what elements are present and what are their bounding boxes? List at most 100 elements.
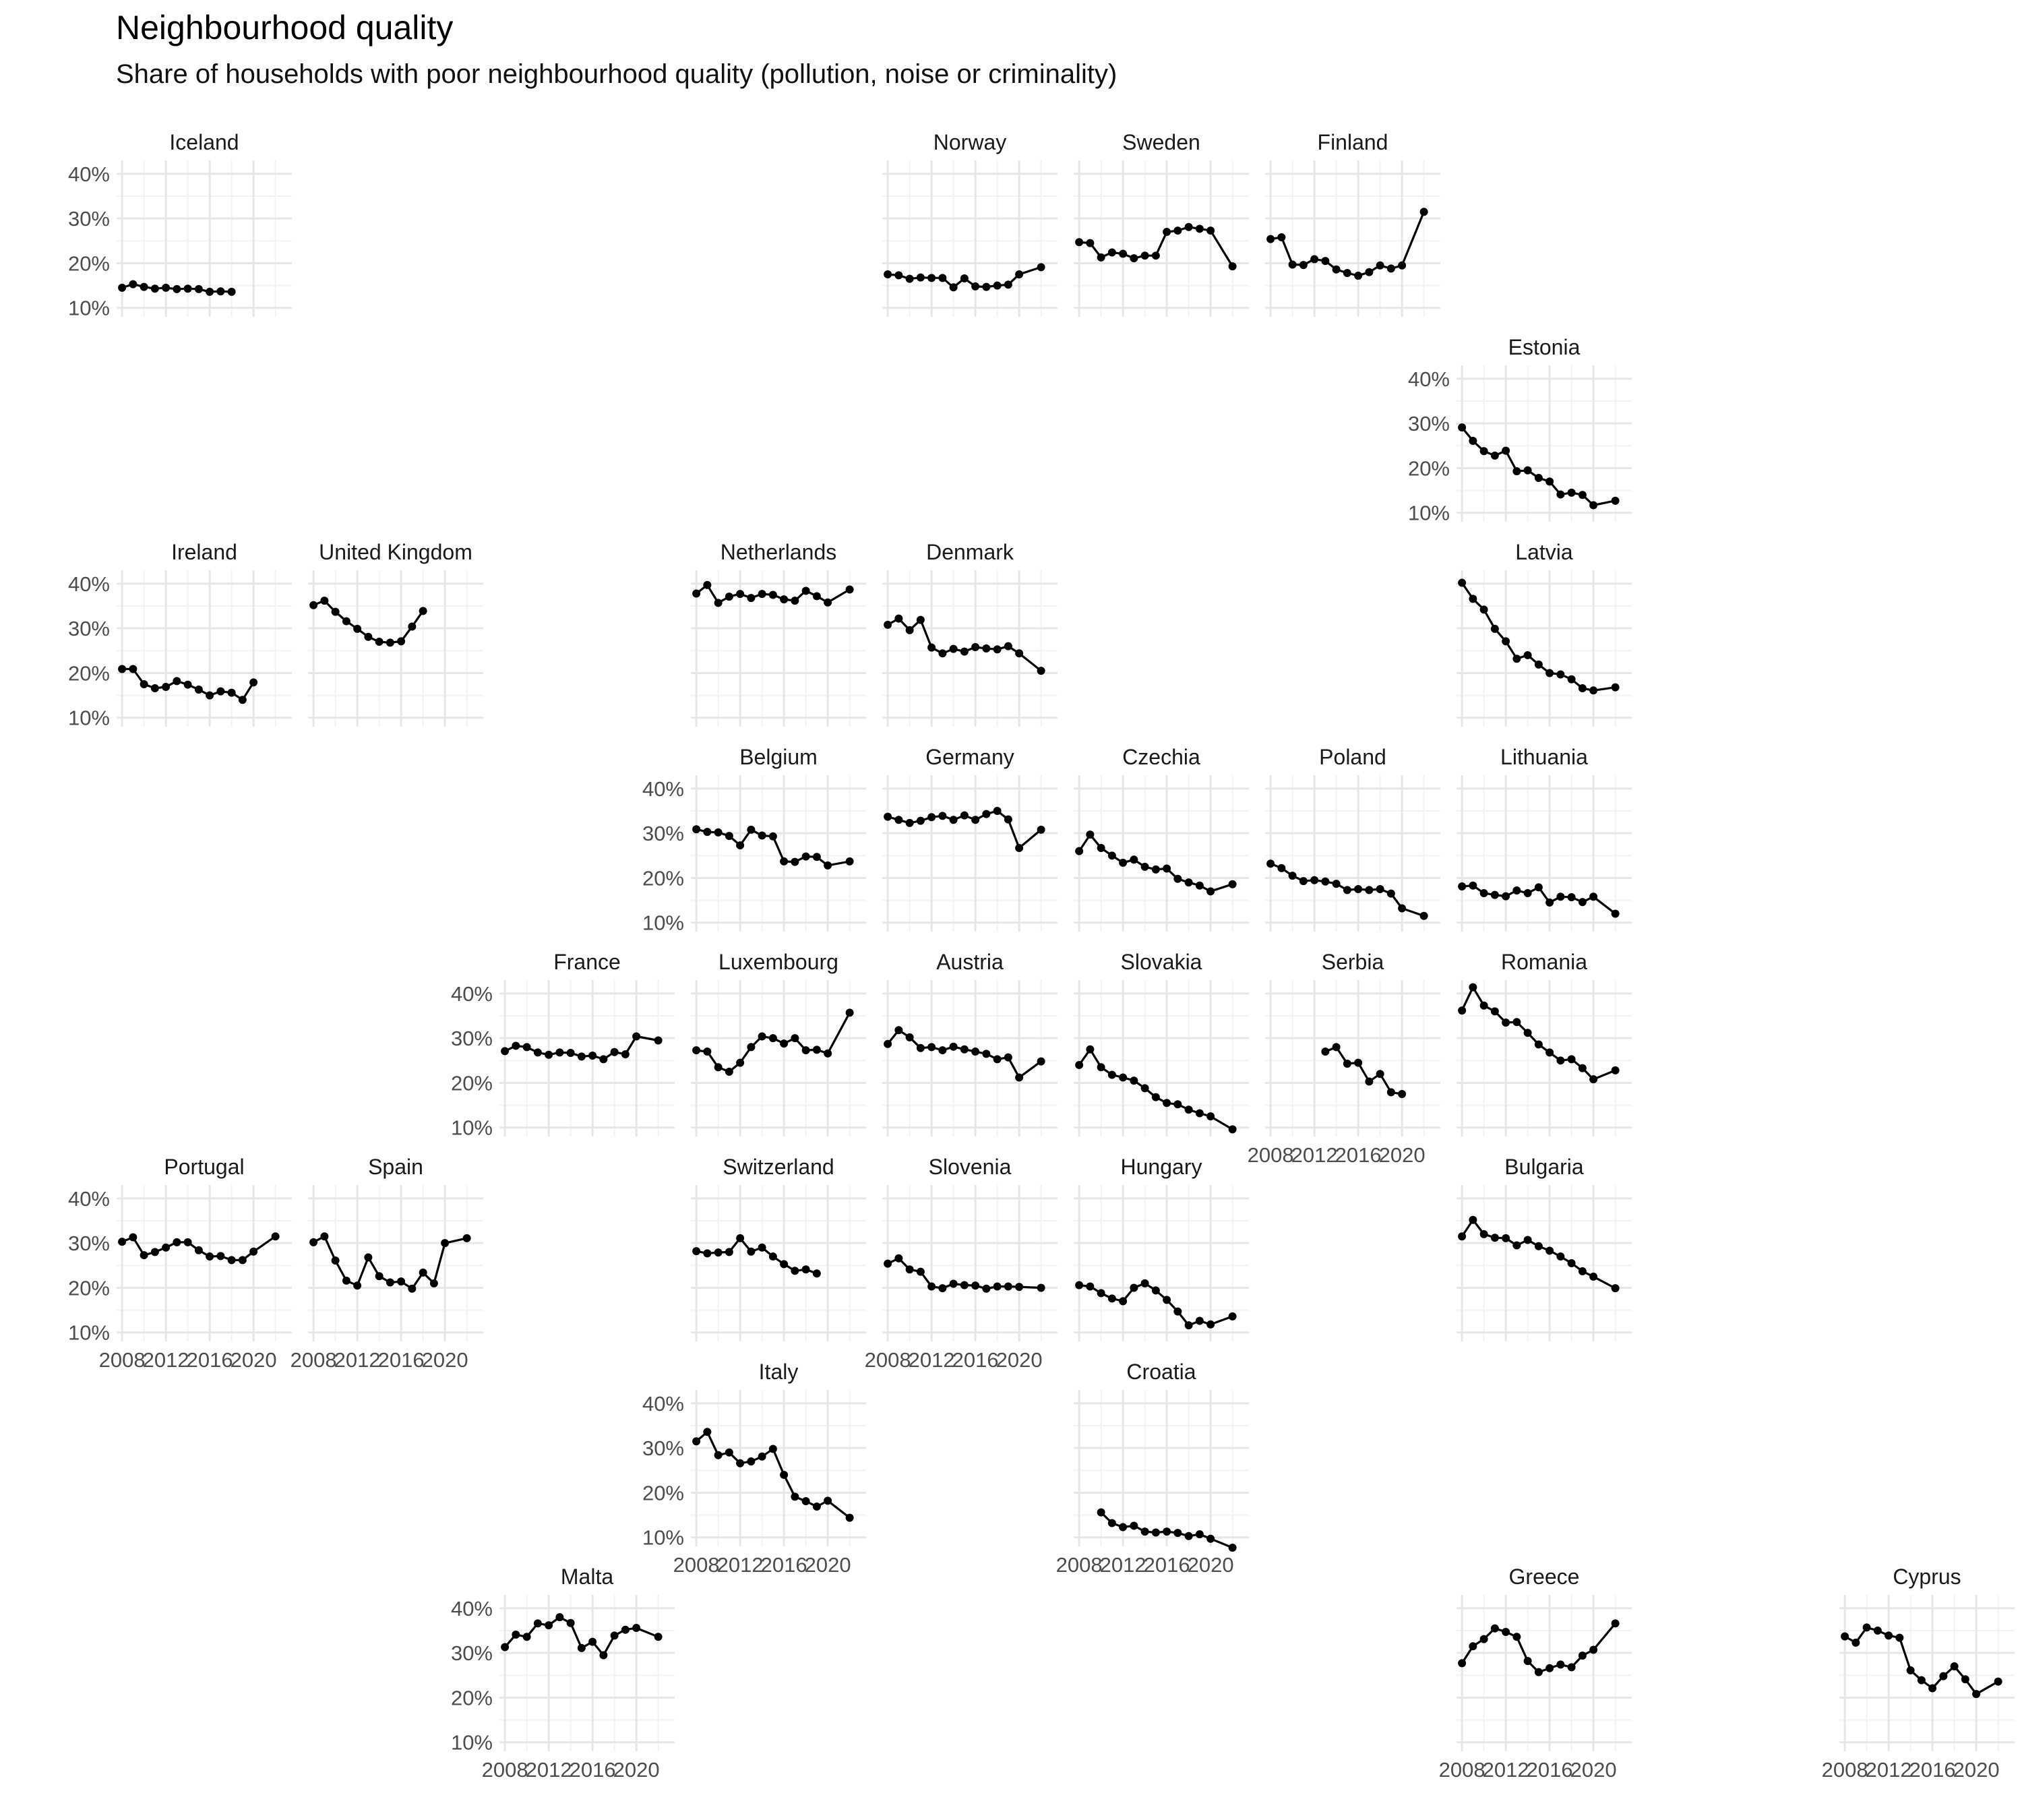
data-point: [1151, 865, 1160, 874]
data-point: [1163, 1527, 1171, 1536]
data-point: [353, 624, 362, 633]
data-point: [1556, 490, 1565, 499]
data-point: [1277, 863, 1286, 872]
data-point: [1173, 1100, 1182, 1109]
y-tick-label: 30%: [642, 1436, 684, 1460]
data-point: [1928, 1684, 1937, 1693]
data-point: [1578, 491, 1587, 499]
data-point: [1354, 1058, 1363, 1067]
x-tick-label: 2012: [1100, 1553, 1146, 1577]
data-point: [632, 1032, 641, 1041]
y-tick-label: 40%: [1408, 367, 1450, 391]
data-point: [1398, 904, 1407, 913]
data-point: [1266, 859, 1275, 868]
data-point: [736, 1058, 745, 1067]
x-tick-label: 2020: [613, 1758, 660, 1782]
data-point: [1310, 255, 1319, 264]
data-point: [692, 1247, 701, 1256]
data-point: [1173, 874, 1182, 883]
data-point: [949, 1042, 958, 1051]
data-point: [1163, 1296, 1171, 1304]
panel-label-finland: Finland: [1318, 130, 1388, 154]
data-point: [238, 1256, 247, 1265]
y-tick-label: 10%: [451, 1731, 493, 1755]
panel-ireland: Ireland 10% 20% 30% 40%: [68, 540, 292, 730]
data-point: [1086, 239, 1095, 247]
x-tick-label: 2016: [952, 1348, 999, 1372]
data-point: [1140, 251, 1149, 260]
data-point: [1578, 1651, 1587, 1660]
panel-luxembourg: Luxembourg: [691, 950, 866, 1136]
data-point: [905, 1033, 914, 1041]
panel-slovakia: Slovakia: [1074, 950, 1249, 1136]
panel-austria: Austria: [882, 950, 1058, 1136]
data-point: [654, 1633, 663, 1641]
y-tick-label: 40%: [68, 572, 110, 596]
data-point: [588, 1637, 597, 1646]
data-point: [1299, 877, 1308, 886]
panel-label-malta: Malta: [561, 1565, 613, 1589]
data-point: [1288, 872, 1297, 880]
data-point: [621, 1625, 630, 1634]
data-point: [522, 1043, 531, 1052]
data-point: [692, 825, 701, 834]
data-point: [1343, 886, 1351, 894]
data-point: [462, 1234, 471, 1242]
data-point: [129, 665, 137, 673]
data-point: [555, 1613, 564, 1622]
data-point: [1195, 1316, 1204, 1325]
y-tick-label: 20%: [642, 866, 684, 890]
data-point: [780, 1039, 789, 1048]
data-point: [227, 287, 236, 296]
data-point: [1228, 1543, 1237, 1552]
data-point: [1469, 1642, 1477, 1651]
data-point: [588, 1052, 597, 1060]
data-point: [1479, 605, 1488, 614]
x-tick-label: 2020: [805, 1553, 851, 1577]
series-line-estonia: [1461, 427, 1616, 507]
data-point: [1490, 451, 1499, 460]
y-tick-label: 20%: [68, 1276, 110, 1300]
y-tick-label: 30%: [68, 1232, 110, 1255]
data-point: [960, 811, 969, 820]
data-point: [1266, 235, 1275, 243]
panel-label-denmark: Denmark: [926, 540, 1014, 564]
y-tick-label: 40%: [451, 1597, 493, 1620]
data-point: [621, 1050, 630, 1059]
data-point: [960, 1281, 969, 1290]
data-point: [1140, 1084, 1149, 1093]
data-point: [1589, 686, 1598, 695]
data-point: [768, 1034, 777, 1043]
data-point: [183, 1238, 192, 1246]
data-point: [408, 1284, 417, 1293]
data-point: [1994, 1677, 2002, 1686]
data-point: [512, 1630, 520, 1639]
panel-label-iceland: Iceland: [169, 130, 239, 154]
data-point: [1567, 1663, 1576, 1672]
data-point: [1589, 1075, 1598, 1084]
data-point: [1512, 1633, 1521, 1641]
data-point: [1469, 983, 1477, 992]
data-point: [1567, 488, 1576, 497]
data-point: [1037, 1283, 1045, 1292]
data-point: [194, 284, 203, 293]
data-point: [1556, 1660, 1565, 1669]
data-point: [993, 645, 1002, 654]
y-tick-label: 30%: [451, 1641, 493, 1665]
data-point: [791, 1492, 799, 1501]
data-point: [1885, 1631, 1893, 1640]
data-point: [1479, 1001, 1488, 1010]
data-point: [1534, 474, 1543, 483]
data-point: [1458, 1659, 1467, 1668]
data-point: [894, 614, 903, 623]
y-tick-label: 30%: [642, 822, 684, 845]
panel-label-germany: Germany: [925, 745, 1014, 769]
data-point: [1321, 257, 1330, 266]
data-point: [1458, 423, 1467, 432]
data-point: [801, 852, 810, 861]
data-point: [812, 592, 821, 601]
data-point: [140, 282, 148, 291]
data-point: [1469, 595, 1477, 603]
data-point: [375, 638, 384, 646]
y-tick-label: 40%: [642, 777, 684, 801]
